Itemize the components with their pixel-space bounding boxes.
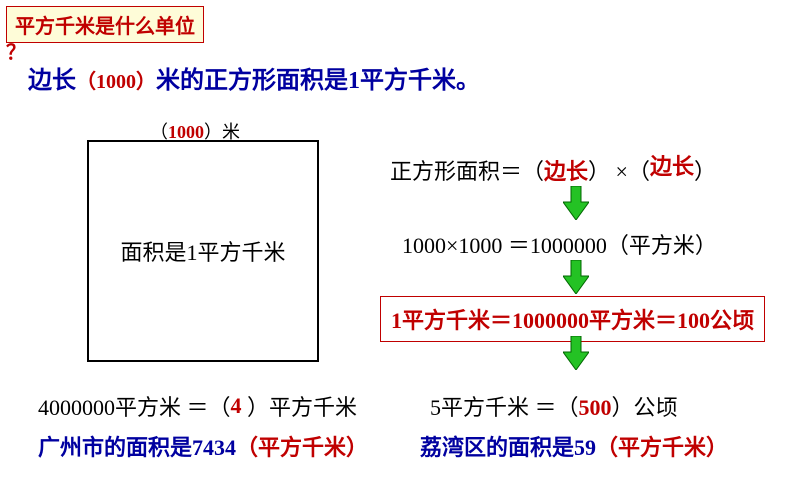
arrow-down-icon-3 (563, 336, 589, 370)
f1-a1: 边长 (544, 159, 588, 184)
example-2: 5平方千米 ＝（500）公顷 (430, 390, 678, 422)
city-1: 广州市的面积是7434（平方千米） (38, 430, 368, 462)
sq-lbl-val: 1000 (168, 122, 204, 142)
ex1-p1: 4000000平方米 ＝（ (38, 395, 231, 420)
sq-lbl-p1: （ (150, 122, 168, 142)
arrow-down-icon-2 (563, 260, 589, 294)
square-diagram: 面积是1平方千米 (87, 140, 319, 362)
f1-p3: ） (694, 159, 716, 184)
city-2: 荔湾区的面积是59（平方千米） (420, 430, 728, 462)
stmt-p1: 边长 (28, 68, 76, 94)
ex2-p2: ）公顷 (612, 395, 678, 420)
f1-p2: ） ×（ (588, 159, 650, 184)
f1-p1: 正方形面积＝（ (390, 159, 544, 184)
city2-unit: （平方千米） (596, 435, 728, 460)
example-1: 4000000平方米 ＝（4 ）平方千米 (38, 390, 357, 422)
f1-a2: 边长 (650, 154, 694, 179)
f2-text: 1000×1000 ＝1000000（平方米） (402, 233, 717, 258)
calculation: 1000×1000 ＝1000000（平方米） (402, 228, 772, 260)
ex2-p1: 5平方千米 ＝（ (430, 395, 579, 420)
stmt-p2: 米的正方形面积是1平方千米。 (156, 68, 480, 94)
definition-statement: 边长（1000）米的正方形面积是1平方千米。 (28, 60, 480, 95)
square-inside-text: 面积是1平方千米 (120, 235, 285, 267)
title-box: 平方千米是什么单位 (6, 6, 204, 43)
conversion-text: 1平方千米＝1000000平方米＝100公顷 (391, 308, 754, 333)
question-mark: ？ (6, 36, 26, 65)
ex1-val: 4 (231, 393, 242, 418)
city1-unit: （平方千米） (236, 435, 368, 460)
sq-lbl-p2: ）米 (204, 122, 240, 142)
ex2-val: 500 (579, 395, 612, 420)
title-text: 平方千米是什么单位 (15, 16, 195, 38)
city1-p1: 广州市的面积是7434 (38, 435, 236, 460)
area-formula: 正方形面积＝（边长） ×（边长） (390, 154, 716, 186)
city2-p1: 荔湾区的面积是59 (420, 435, 596, 460)
arrow-down-icon (563, 186, 589, 220)
ex1-p2: ）平方千米 (242, 395, 358, 420)
stmt-val: （1000） (76, 71, 156, 93)
